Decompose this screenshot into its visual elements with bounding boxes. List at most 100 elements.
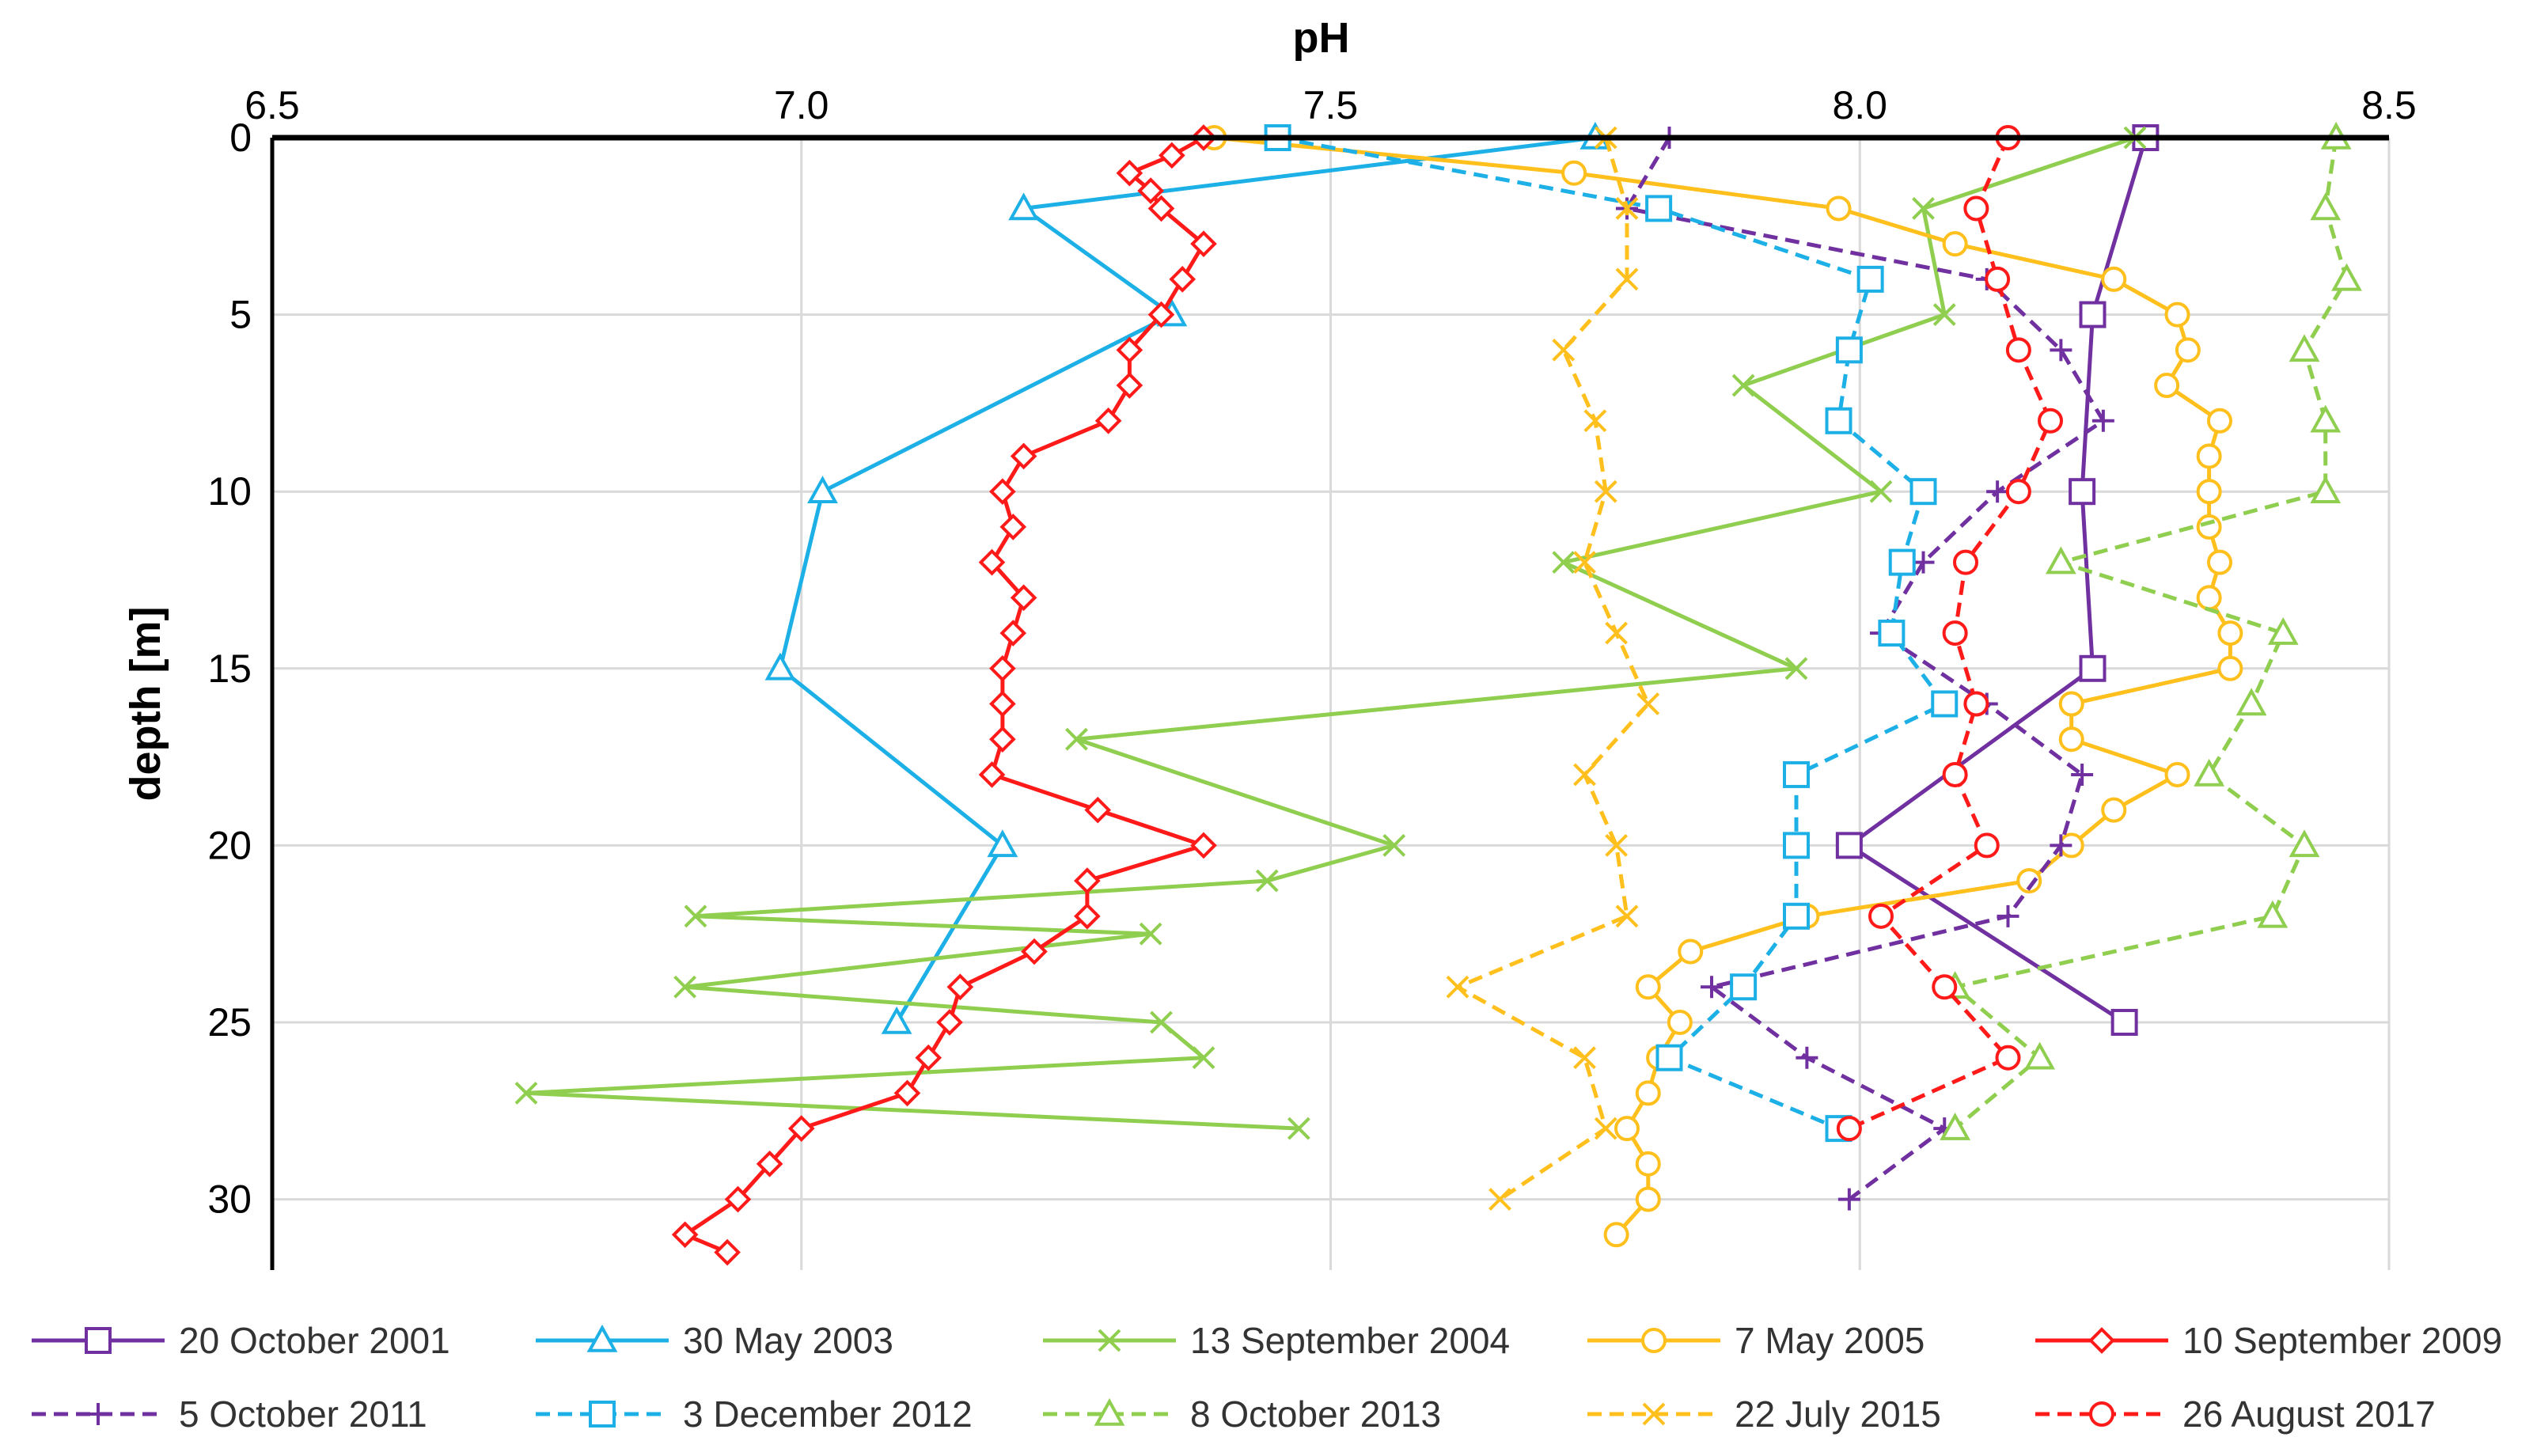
data-point (1931, 690, 1959, 718)
legend-swatch-marker (2089, 1401, 2114, 1427)
series-0 (1835, 124, 2160, 1036)
data-point (1594, 480, 1617, 503)
data-point (946, 973, 974, 1001)
series-4 (671, 124, 1217, 1266)
data-point (2005, 479, 2031, 505)
legend-label: 13 September 2004 (1190, 1320, 1510, 1361)
legend-label: 30 May 2003 (683, 1320, 893, 1361)
data-point (514, 1081, 538, 1105)
data-point (1008, 192, 1040, 221)
data-point (1942, 761, 1968, 787)
y-axis-title: depth [m] (122, 607, 169, 802)
data-point (978, 761, 1006, 788)
data-point (2071, 763, 2094, 786)
data-point (1169, 266, 1196, 293)
data-point (673, 975, 697, 999)
data-point (1074, 902, 1101, 930)
series-line (1455, 137, 1651, 1201)
data-point (714, 1238, 741, 1266)
data-point (764, 652, 796, 681)
legend: 20 October 2001 30 May 2003 13 September 2… (32, 1320, 2502, 1435)
data-point (936, 1009, 963, 1036)
data-point (1974, 832, 2000, 859)
data-point (1094, 407, 1122, 434)
series-9 (1836, 125, 2063, 1142)
data-point (1932, 303, 1956, 327)
data-point (2194, 758, 2225, 787)
y-tick-label: 30 (207, 1177, 252, 1222)
data-point (1614, 1116, 1640, 1142)
data-point (1635, 1080, 1661, 1106)
series-line (1625, 136, 2106, 1201)
data-point (1583, 409, 1607, 433)
series-line (1214, 135, 2232, 1236)
legend-item: 5 October 2011 (32, 1393, 427, 1435)
data-point (1942, 620, 1968, 646)
data-point (1837, 1188, 1860, 1211)
data-point (1615, 197, 1639, 220)
series-5 (1616, 127, 2114, 1211)
data-point (684, 904, 707, 928)
data-point (2207, 408, 2232, 434)
legend-swatch-marker (1098, 1329, 1121, 1352)
data-point (1953, 549, 1978, 575)
data-point (1190, 832, 1217, 859)
data-point (1835, 832, 1863, 859)
data-point (1783, 832, 1810, 859)
data-point (1835, 336, 1863, 364)
legend-item: 26 August 2017 (2035, 1393, 2436, 1435)
data-point (1655, 1044, 1683, 1071)
data-point (807, 476, 838, 503)
data-point (1139, 922, 1162, 946)
data-point (1731, 373, 1755, 397)
data-point (1985, 266, 2011, 292)
data-point (756, 1151, 783, 1177)
legend-item: 13 September 2004 (1043, 1320, 1510, 1361)
data-point (1159, 142, 1185, 169)
y-tick-label: 10 (207, 469, 252, 514)
data-point (2091, 409, 2114, 432)
chart-title: pH (1293, 14, 1350, 62)
data-point (1868, 903, 1894, 929)
data-point (2164, 761, 2190, 787)
data-point (2257, 900, 2289, 928)
y-tick-label: 20 (207, 823, 252, 867)
data-point (2101, 266, 2127, 292)
data-point (1963, 691, 1989, 717)
data-point (1940, 1113, 1971, 1140)
data-point (2207, 549, 2232, 575)
data-point (1552, 338, 1576, 362)
data-point (1255, 869, 1279, 893)
series-2 (514, 126, 2147, 1140)
axes: 6.5 7.0 7.5 8.0 8.5 0 5 10 15 20 25 30 pH depth [m] (122, 14, 2417, 1270)
data-point (999, 514, 1027, 540)
data-point (1561, 160, 1587, 186)
data-point (1603, 1222, 1629, 1248)
y-tick-label: 15 (207, 646, 252, 691)
legend-swatch-marker (85, 1327, 112, 1354)
data-point (2050, 834, 2072, 857)
series-line (1953, 137, 2349, 1131)
data-point (1888, 548, 1916, 576)
data-point (2289, 334, 2320, 362)
data-point (1594, 1117, 1617, 1140)
data-point (989, 726, 1016, 753)
data-point (1783, 902, 1810, 930)
series-line (683, 135, 1206, 1254)
data-point (2005, 337, 2031, 363)
data-point (1784, 657, 1808, 681)
data-point (1615, 267, 1639, 291)
data-point (2310, 404, 2342, 433)
legend-swatch-marker (1094, 1397, 1125, 1426)
x-tick-label: 8.0 (1832, 83, 1887, 127)
data-point (2058, 691, 2084, 717)
legend-swatch-marker (87, 1403, 109, 1425)
data-point (893, 1079, 921, 1107)
data-point (2069, 478, 2096, 506)
series-6 (1264, 124, 1959, 1143)
data-point (989, 690, 1016, 718)
data-point (1147, 301, 1175, 328)
data-point (978, 548, 1006, 576)
data-point (989, 654, 1016, 682)
